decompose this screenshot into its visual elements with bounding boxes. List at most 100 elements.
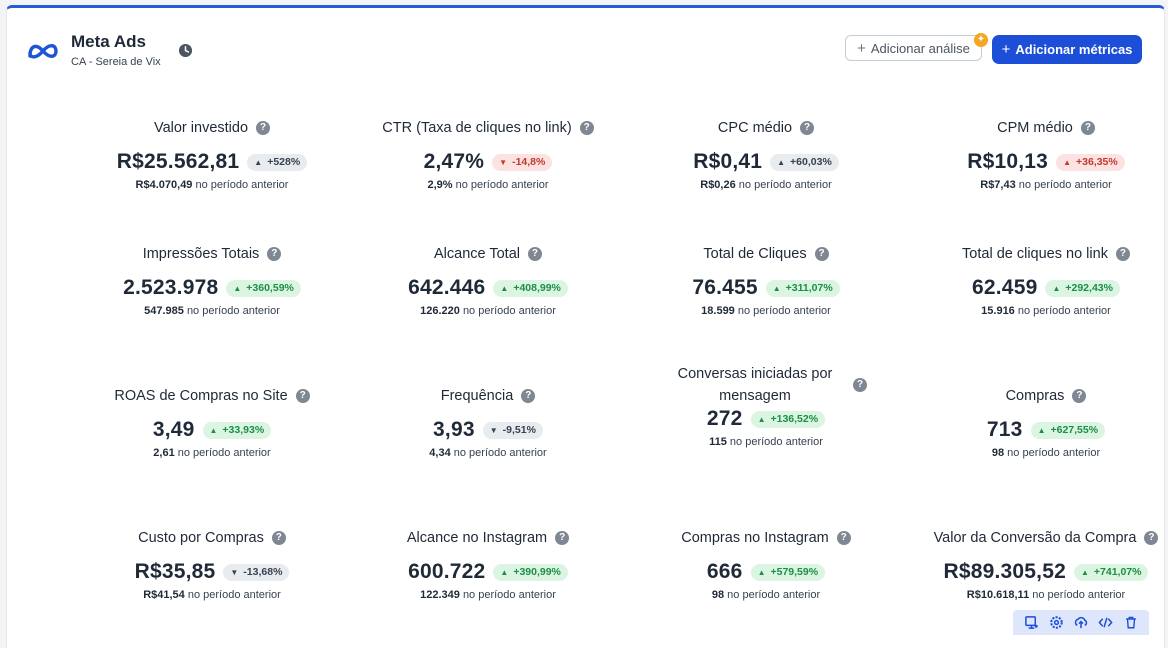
metric-previous-value: 547.985 (144, 305, 184, 317)
triangle-down-icon: ▼ (489, 425, 498, 435)
metric-delta: +408,99% (513, 282, 561, 294)
metric-value-row: 3,93 ▼ -9,51% (348, 418, 628, 442)
metric-previous-value: 15.916 (981, 305, 1015, 317)
help-icon[interactable]: ? (1072, 389, 1087, 403)
code-icon[interactable] (1098, 615, 1114, 631)
plus-icon: + (1001, 41, 1011, 58)
help-icon[interactable]: ? (256, 121, 271, 135)
metric-delta: +741,07% (1093, 566, 1142, 578)
metric-title-row: Compras no Instagram? (626, 516, 906, 560)
metric-previous: 18.599 no período anterior (626, 305, 906, 317)
metric-title-row: CPC médio? (626, 106, 906, 150)
metric-title-row: ROAS de Compras no Site? (72, 374, 352, 418)
help-icon[interactable]: ? (579, 121, 594, 135)
metric-title: CTR (Taxa de cliques no link) (382, 120, 572, 136)
metric-previous-label: no período anterior (462, 305, 556, 317)
trash-icon[interactable] (1123, 615, 1139, 631)
metric-value-row: 272 ▲ +136,52% (626, 407, 906, 431)
metric-delta: +528% (267, 156, 301, 168)
metric-card: ROAS de Compras no Site? 3,49 ▲ +33,93% 2,61… (72, 374, 352, 459)
metric-value: R$0,41 (693, 150, 763, 173)
metric-previous-value: 98 (991, 447, 1005, 459)
help-icon[interactable]: ? (836, 531, 851, 545)
metric-card: Total de cliques no link? 62.459 ▲ +292,43%… (906, 232, 1168, 317)
metric-previous: R$10.618,11 no período anterior (906, 589, 1168, 601)
help-icon[interactable]: ? (853, 378, 867, 392)
widget-toolbar (1013, 610, 1149, 635)
metric-title: Valor da Conversão da Compra (933, 530, 1137, 546)
metric-value: 76.455 (692, 276, 758, 299)
metric-previous-value: R$41,54 (143, 589, 185, 601)
metric-card: CPM médio? R$10,13 ▲ +36,35% R$7,43 no perío… (906, 106, 1168, 191)
help-icon[interactable]: ? (521, 389, 536, 403)
metric-previous-value: R$10.618,11 (966, 589, 1030, 601)
metric-previous-label: no período anterior (1018, 179, 1112, 191)
metric-card: Alcance Total? 642.446 ▲ +408,99% 126.220 no… (348, 232, 628, 317)
metric-title: Valor investido (153, 120, 249, 136)
metric-delta: +311,07% (785, 282, 833, 294)
metric-card: Conversas iniciadas por mensagem? 272 ▲ +13… (626, 363, 906, 448)
triangle-up-icon: ▲ (1037, 425, 1046, 435)
metric-value: 2,47% (423, 150, 485, 173)
metric-previous-label: no período anterior (1007, 447, 1101, 459)
settings-icon[interactable] (1048, 615, 1064, 631)
metric-previous: 4,34 no período anterior (348, 447, 628, 459)
metric-delta: +136,52% (770, 413, 819, 425)
metric-value: R$25.562,81 (116, 150, 240, 173)
metric-previous: 98 no período anterior (906, 447, 1168, 459)
present-icon[interactable] (1023, 615, 1039, 631)
metric-delta-badge: ▲ +136,52% (750, 410, 826, 428)
metric-card: Frequência? 3,93 ▼ -9,51% 4,34 no período an… (348, 374, 628, 459)
metric-delta-badge: ▲ +360,59% (226, 279, 301, 297)
help-icon[interactable]: ? (1115, 247, 1130, 261)
metric-card: CTR (Taxa de cliques no link)? 2,47% ▼ -14,… (348, 106, 628, 191)
metric-previous-value: 115 (709, 436, 727, 448)
metric-previous-label: no período anterior (729, 436, 823, 448)
help-icon[interactable]: ? (814, 247, 829, 261)
triangle-up-icon: ▲ (757, 567, 766, 577)
metric-title-row: Alcance Total? (348, 232, 628, 276)
metric-card: Valor investido? R$25.562,81 ▲ +528% R$4.070… (72, 106, 352, 191)
meta-logo-icon (28, 44, 58, 59)
metric-value: 666 (706, 560, 743, 583)
metric-title-row: Frequência? (348, 374, 628, 418)
card-header: Meta Ads CA - Sereia de Vix + Adicionar … (7, 8, 1164, 88)
help-icon[interactable]: ? (267, 247, 282, 261)
triangle-up-icon: ▲ (1052, 283, 1061, 293)
metric-value: R$10,13 (967, 150, 1049, 173)
page-title: Meta Ads (71, 32, 146, 51)
triangle-down-icon: ▼ (230, 567, 239, 577)
clock-icon[interactable] (178, 43, 193, 58)
add-analysis-label: Adicionar análise (870, 40, 970, 56)
upload-icon[interactable] (1073, 615, 1089, 631)
metric-value: 713 (986, 418, 1023, 441)
metric-title: ROAS de Compras no Site (114, 388, 288, 404)
metric-value-row: 76.455 ▲ +311,07% (626, 276, 906, 300)
help-icon[interactable]: ? (555, 531, 570, 545)
add-metrics-button[interactable]: + Adicionar métricas (992, 35, 1142, 64)
metric-title-row: CPM médio? (906, 106, 1168, 150)
help-icon[interactable]: ? (1080, 121, 1095, 135)
help-icon[interactable]: ? (271, 531, 286, 545)
help-icon[interactable]: ? (1144, 531, 1159, 545)
metric-delta-badge: ▲ +36,35% (1056, 153, 1125, 171)
help-icon[interactable]: ? (527, 247, 542, 261)
metric-previous-label: no período anterior (738, 179, 832, 191)
add-analysis-button[interactable]: + Adicionar análise (845, 35, 982, 61)
metric-delta: +627,55% (1050, 424, 1099, 436)
metric-title-row: Total de Cliques? (626, 232, 906, 276)
metric-delta: +360,59% (246, 282, 294, 294)
help-icon[interactable]: ? (295, 389, 310, 403)
metric-previous: 126.220 no período anterior (348, 305, 628, 317)
metric-title-row: Valor da Conversão da Compra? (906, 516, 1168, 560)
help-icon[interactable]: ? (800, 121, 815, 135)
metric-title: Compras (1005, 388, 1065, 404)
metric-value: 3,93 (433, 418, 475, 441)
metric-title: Frequência (440, 388, 514, 404)
metric-previous-label: no período anterior (1032, 589, 1126, 601)
metric-title: Conversas iniciadas por mensagem (677, 366, 833, 404)
metric-title: Alcance Total (434, 246, 520, 262)
metric-card: Total de Cliques? 76.455 ▲ +311,07% 18.599 n… (626, 232, 906, 317)
metric-previous: R$0,26 no período anterior (626, 179, 906, 191)
metric-delta-badge: ▼ -9,51% (482, 421, 543, 439)
